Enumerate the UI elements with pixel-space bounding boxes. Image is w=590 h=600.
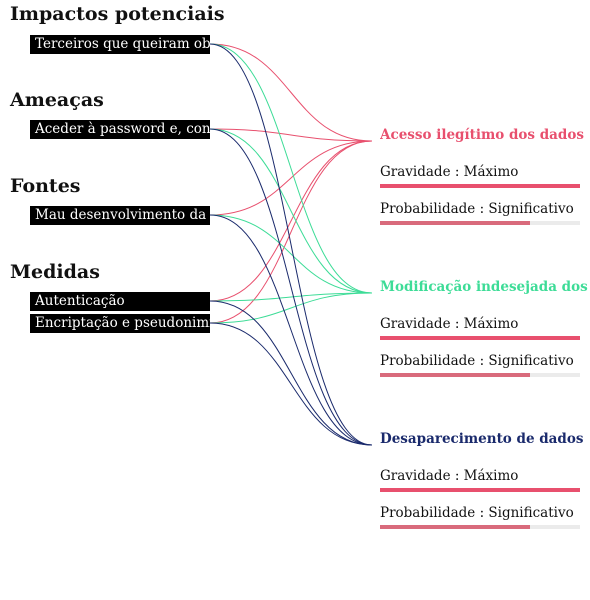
item-impact-third-parties[interactable]: Terceiros que queiram obter os dados bbox=[30, 35, 210, 54]
link-curve bbox=[209, 140, 373, 324]
severity-label: Gravidade : Máximo bbox=[380, 164, 519, 180]
probability-label: Probabilidade : Significativo bbox=[380, 353, 574, 369]
severity-bar-fill bbox=[380, 336, 580, 340]
link-curve bbox=[209, 214, 373, 446]
severity-bar bbox=[380, 336, 580, 340]
link-curve bbox=[209, 43, 373, 294]
item-measure-encryption[interactable]: Encriptação e pseudonimização bbox=[30, 314, 210, 333]
item-source-bad-development[interactable]: Mau desenvolvimento da aplicação bbox=[30, 206, 210, 225]
probability-bar-fill bbox=[380, 373, 530, 377]
section-title-sources: Fontes bbox=[10, 175, 81, 197]
link-curve bbox=[209, 140, 373, 216]
risk-disappear: Desaparecimento de dados Gravidade : Máx… bbox=[380, 430, 590, 529]
link-curve bbox=[209, 292, 373, 324]
link-curve bbox=[209, 292, 373, 302]
link-curve bbox=[209, 43, 373, 142]
severity-bar bbox=[380, 488, 580, 492]
link-curve bbox=[209, 128, 373, 446]
link-curve bbox=[209, 140, 373, 302]
risk-title[interactable]: Desaparecimento de dados bbox=[380, 431, 584, 447]
probability-label: Probabilidade : Significativo bbox=[380, 505, 574, 521]
link-curve bbox=[209, 128, 373, 142]
risk-title[interactable]: Modificação indesejada dos dados bbox=[380, 279, 590, 295]
link-curve bbox=[209, 214, 373, 294]
risk-modify: Modificação indesejada dos dados Gravida… bbox=[380, 278, 590, 377]
section-title-measures: Medidas bbox=[10, 261, 100, 283]
probability-bar bbox=[380, 373, 580, 377]
probability-bar bbox=[380, 525, 580, 529]
probability-label: Probabilidade : Significativo bbox=[380, 201, 574, 217]
item-measure-authentication[interactable]: Autenticação bbox=[30, 292, 210, 311]
severity-label: Gravidade : Máximo bbox=[380, 316, 519, 332]
probability-bar-fill bbox=[380, 525, 530, 529]
probability-bar-fill bbox=[380, 221, 530, 225]
link-curve bbox=[209, 43, 373, 446]
section-title-threats: Ameaças bbox=[10, 89, 104, 111]
link-curve bbox=[209, 128, 373, 294]
risk-access: Acesso ilegítimo dos dados Gravidade : M… bbox=[380, 126, 590, 225]
link-curve bbox=[209, 300, 373, 446]
link-curve bbox=[209, 322, 373, 446]
section-title-impacts: Impactos potenciais bbox=[10, 3, 225, 25]
severity-bar bbox=[380, 184, 580, 188]
severity-bar-fill bbox=[380, 488, 580, 492]
risk-title[interactable]: Acesso ilegítimo dos dados bbox=[380, 127, 584, 143]
probability-bar bbox=[380, 221, 580, 225]
severity-label: Gravidade : Máximo bbox=[380, 468, 519, 484]
item-threat-password[interactable]: Aceder à password e, consequentemente, a… bbox=[30, 120, 210, 139]
severity-bar-fill bbox=[380, 184, 580, 188]
